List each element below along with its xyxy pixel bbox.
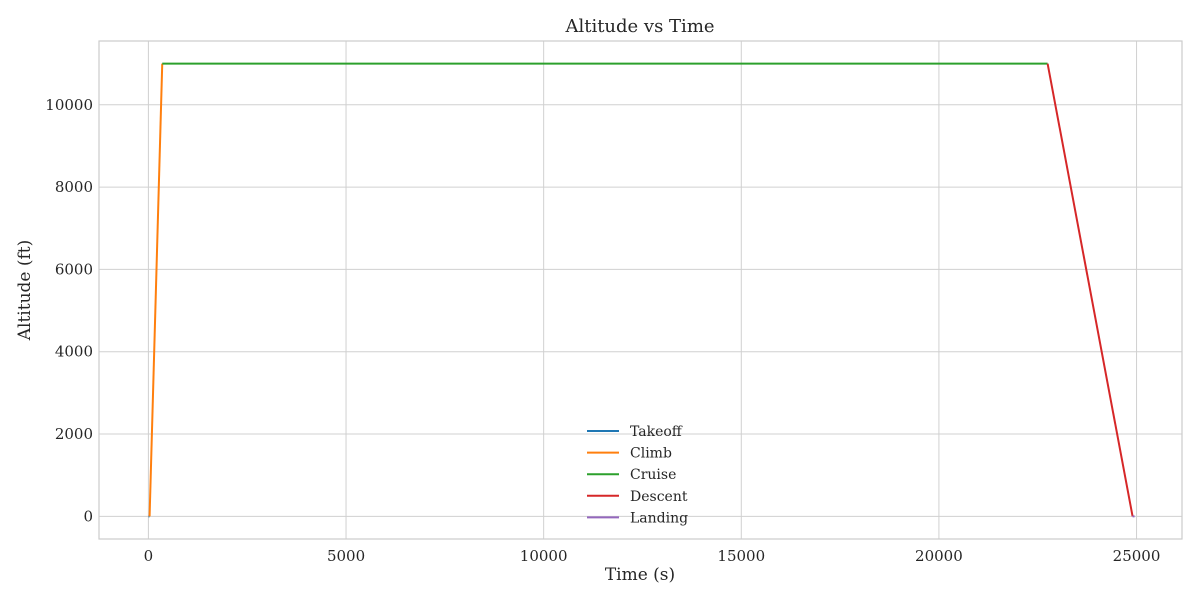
y-tick-label: 8000	[55, 178, 93, 196]
y-tick-labels: 0 2000 4000 6000 8000 10000	[45, 96, 93, 526]
chart-title: Altitude vs Time	[564, 16, 714, 37]
plot-frame	[98, 40, 1183, 540]
grid-lines	[99, 41, 1182, 539]
series-line-climb	[148, 63, 164, 517]
y-tick-label: 10000	[45, 96, 93, 114]
x-tick-label: 20000	[915, 547, 963, 565]
legend: Takeoff Climb Cruise Descent Landing	[587, 424, 688, 526]
x-tick-label: 0	[144, 547, 154, 565]
legend-label-takeoff: Takeoff	[630, 424, 683, 440]
x-tick-label: 25000	[1113, 547, 1161, 565]
x-axis-label: Time (s)	[605, 565, 675, 585]
series-lines	[148, 62, 1135, 518]
legend-label-cruise: Cruise	[630, 467, 676, 483]
legend-label-descent: Descent	[630, 489, 688, 505]
legend-label-landing: Landing	[630, 510, 688, 526]
y-tick-label: 0	[83, 507, 93, 525]
legend-label-climb: Climb	[630, 446, 672, 462]
x-tick-label: 15000	[717, 547, 765, 565]
x-tick-label: 10000	[520, 547, 568, 565]
y-tick-label: 2000	[55, 425, 93, 443]
y-axis-label: Altitude (ft)	[15, 240, 35, 342]
x-tick-label: 5000	[327, 547, 365, 565]
x-tick-labels: 0 5000 10000 15000 20000 25000	[144, 547, 1161, 565]
y-tick-label: 4000	[55, 343, 93, 361]
series-line-descent	[1046, 63, 1134, 517]
y-tick-label: 6000	[55, 260, 93, 278]
